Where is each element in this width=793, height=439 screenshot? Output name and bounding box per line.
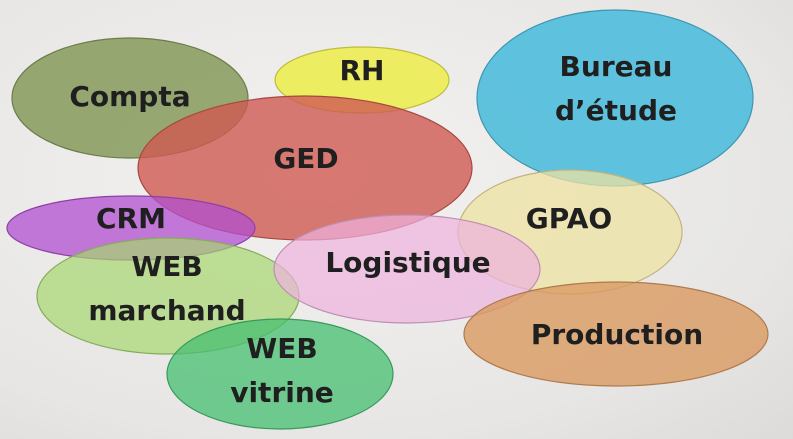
- crm-label: CRM: [96, 202, 166, 235]
- bureau-etude-label-line: Bureau: [560, 50, 673, 83]
- bureau-etude-label-line: d’étude: [555, 94, 677, 127]
- web-vitrine-label-line: vitrine: [230, 376, 334, 409]
- gpao-label-line: GPAO: [526, 202, 612, 235]
- bureau-etude-label: Bureau d’étude: [555, 50, 677, 127]
- production-bubble: [463, 281, 769, 387]
- crm-label-line: CRM: [96, 202, 166, 235]
- web-vitrine-label-line: WEB: [246, 332, 317, 365]
- compta-label-line: Compta: [69, 80, 190, 113]
- ged-label-line: GED: [273, 142, 338, 175]
- web-vitrine-label: WEB vitrine: [230, 332, 334, 409]
- gpao-label: GPAO: [526, 202, 612, 235]
- production-label-line: Production: [531, 318, 703, 351]
- rh-label-line: RH: [340, 54, 385, 87]
- web-marchand-label-line: marchand: [88, 294, 245, 327]
- logistique-label-line: Logistique: [325, 246, 490, 279]
- web-vitrine-bubble: [166, 318, 394, 430]
- production-label: Production: [531, 318, 703, 351]
- logistique-bubble: [273, 214, 541, 324]
- web-marchand-label-line: WEB: [131, 250, 202, 283]
- rh-label: RH: [340, 54, 385, 87]
- logistique-label: Logistique: [325, 246, 490, 279]
- ged-label: GED: [273, 142, 338, 175]
- web-marchand-label: WEB marchand: [88, 250, 245, 327]
- bubble-layer: [6, 9, 769, 430]
- compta-label: Compta: [69, 80, 190, 113]
